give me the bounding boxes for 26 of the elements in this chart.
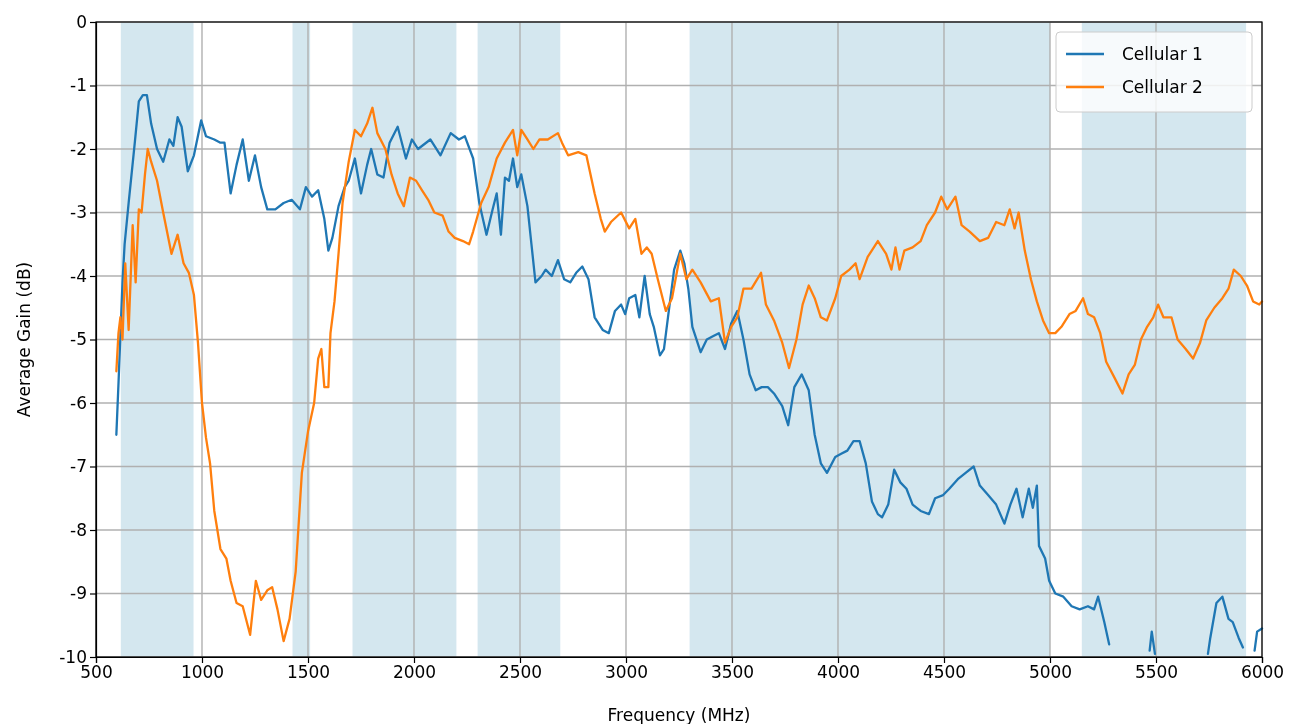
y-tick-label: -4 bbox=[70, 265, 87, 286]
x-tick-label: 500 bbox=[80, 662, 113, 683]
legend-label: Cellular 1 bbox=[1122, 44, 1203, 64]
x-tick-label: 1000 bbox=[180, 662, 225, 683]
x-tick-label: 5000 bbox=[1028, 662, 1073, 683]
y-tick-label: -3 bbox=[70, 202, 87, 223]
y-tick-label: 0 bbox=[76, 11, 87, 32]
y-tick-label: -2 bbox=[70, 138, 87, 159]
y-tick-label: -6 bbox=[70, 392, 87, 413]
legend-label: Cellular 2 bbox=[1122, 77, 1203, 97]
x-tick-label: 6000 bbox=[1240, 662, 1285, 683]
x-tick-label: 2000 bbox=[392, 662, 437, 683]
x-axis-title: Frequency (MHz) bbox=[607, 705, 751, 724]
x-tick-label: 5500 bbox=[1134, 662, 1179, 683]
y-tick-label: -8 bbox=[70, 519, 87, 540]
x-tick-label: 3500 bbox=[710, 662, 755, 683]
x-tick-label: 4000 bbox=[816, 662, 861, 683]
y-tick-label: -7 bbox=[70, 456, 87, 477]
y-axis-title: Average Gain (dB) bbox=[14, 261, 34, 418]
x-tick-label: 4500 bbox=[922, 662, 967, 683]
y-tick-label: -5 bbox=[70, 329, 87, 350]
y-tick-label: -9 bbox=[70, 583, 87, 604]
x-tick-label: 1500 bbox=[286, 662, 331, 683]
x-tick-label: 2500 bbox=[498, 662, 543, 683]
y-tick-label: -1 bbox=[70, 75, 87, 96]
x-tick-label: 3000 bbox=[604, 662, 649, 683]
